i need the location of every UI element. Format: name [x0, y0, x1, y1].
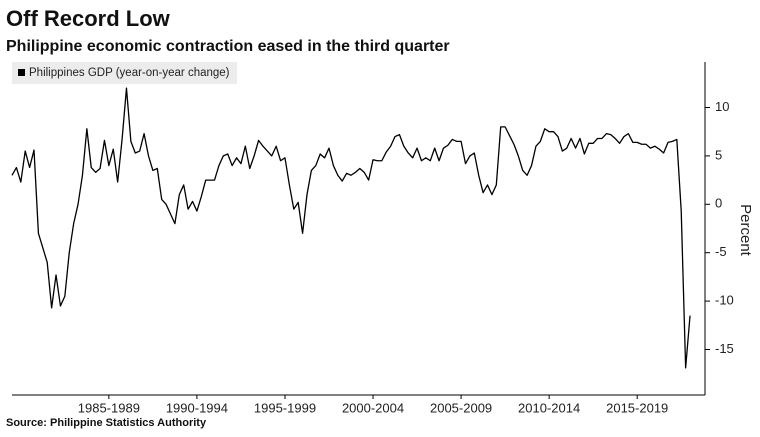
y-tick-label: 5 — [715, 147, 722, 162]
legend-label: Philippines GDP (year-on-year change) — [29, 67, 230, 79]
x-tick-label: 2015-2019 — [606, 400, 668, 415]
y-tick-label: -10 — [715, 293, 734, 308]
source-note: Source: Philippine Statistics Authority — [6, 417, 207, 429]
y-tick-label: 0 — [715, 196, 722, 211]
x-tick-label: 1995-1999 — [254, 400, 316, 415]
chart-subtitle: Philippine economic contraction eased in… — [6, 38, 450, 55]
legend-swatch — [18, 69, 25, 76]
x-tick-label: 2000-2004 — [342, 400, 404, 415]
x-tick-label: 1990-1994 — [166, 400, 228, 415]
x-tick-label: 2005-2009 — [430, 400, 492, 415]
x-tick-label: 2010-2014 — [518, 400, 580, 415]
chart-title: Off Record Low — [6, 6, 171, 31]
data-line — [11, 87, 691, 369]
y-axis-label: Percent — [737, 204, 754, 257]
y-tick-label: -15 — [715, 341, 734, 356]
x-tick-label: 1985-1989 — [78, 400, 140, 415]
legend-box — [12, 62, 237, 84]
y-tick-label: -5 — [715, 244, 727, 259]
y-tick-label: 10 — [715, 99, 729, 114]
